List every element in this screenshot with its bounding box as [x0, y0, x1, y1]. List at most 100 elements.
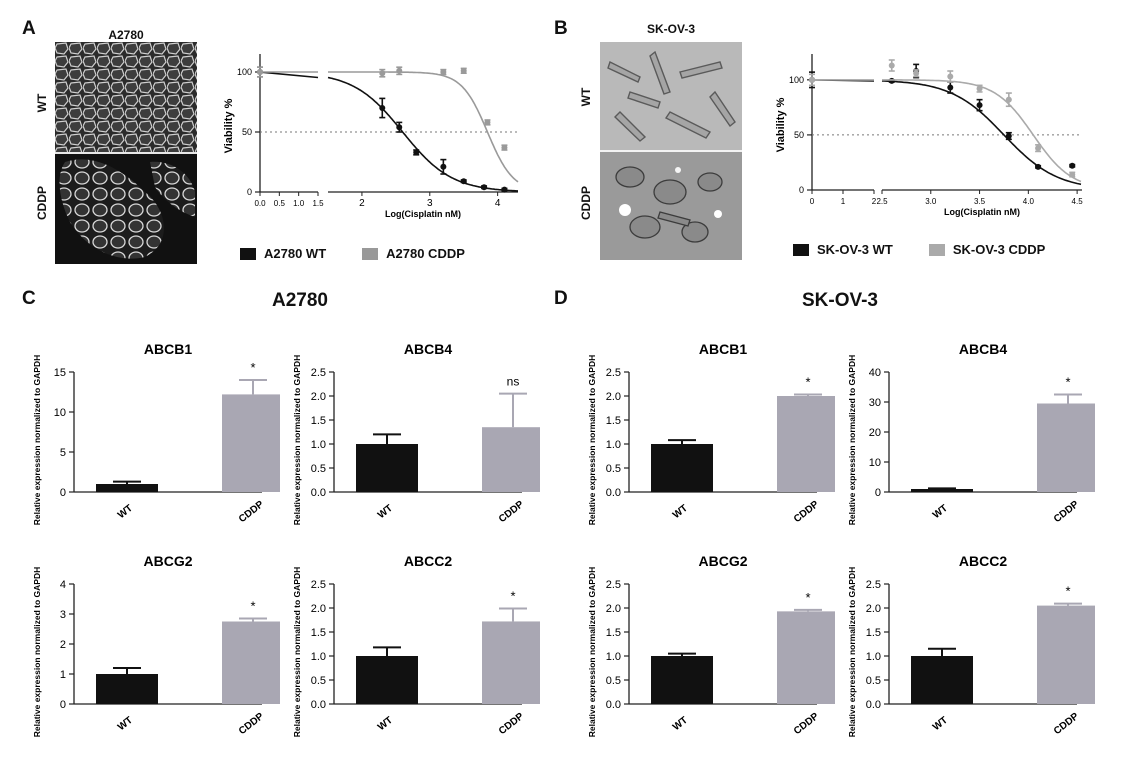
bar-wt [96, 484, 158, 492]
bar-chart-c-abcc2: ABCC2 Relative expression normalized to G… [292, 553, 540, 738]
significance-label: * [510, 588, 515, 603]
y-axis-label: Viability % [775, 97, 787, 152]
bar-cddp [777, 396, 835, 492]
significance-label: * [250, 599, 255, 614]
legend-a-cddp-label: A2780 CDDP [386, 246, 465, 261]
x-tick-label: WT [931, 715, 950, 733]
y-tick-label: 30 [869, 397, 881, 409]
x-tick-label: WT [116, 503, 135, 521]
y-tick-label: 0.5 [311, 675, 326, 687]
bar-wt [911, 489, 973, 492]
y-tick-label: 0.5 [866, 675, 881, 687]
data-point [481, 184, 488, 191]
micrograph-a-row-cddp: CDDP [35, 186, 49, 221]
data-point [888, 77, 895, 84]
micrograph-b-row-cddp: CDDP [579, 186, 593, 221]
y-axis-label: Relative expression normalized to GAPDH [32, 567, 42, 738]
data-point [396, 124, 403, 131]
micrograph-b [600, 42, 742, 260]
x-tick-label: 1.0 [293, 199, 305, 208]
x-tick-label: CDDP [792, 711, 821, 737]
y-tick-label: 0.0 [606, 699, 621, 711]
y-tick-label: 0.0 [866, 699, 881, 711]
bar-cddp [222, 621, 280, 704]
data-point [1035, 145, 1042, 152]
x-axis-label: Log(Cisplatin nM) [944, 207, 1020, 217]
significance-label: * [1065, 584, 1070, 599]
chart-title: ABCB4 [959, 341, 1007, 357]
data-point [396, 67, 403, 74]
y-tick-label: 0 [875, 487, 881, 499]
y-tick-label: 0.0 [311, 487, 326, 499]
significance-label: * [805, 375, 810, 390]
bar-wt [911, 656, 973, 704]
x-tick-label: WT [671, 715, 690, 733]
data-point [1005, 96, 1012, 103]
y-tick-label: 2.5 [866, 579, 881, 591]
y-tick-label: 1.0 [866, 651, 881, 663]
chart-title: ABCB4 [404, 341, 452, 357]
y-tick-label: 2.5 [311, 367, 326, 379]
bar-chart-d-abcg2: ABCG2 Relative expression normalized to G… [587, 553, 835, 737]
bar-wt [96, 674, 158, 704]
legend-b-wt: SK-OV-3 WT [793, 242, 893, 257]
y-axis-label: Relative expression normalized to GAPDH [847, 567, 857, 738]
bar-chart-c-abcg2: ABCG2 Relative expression normalized to G… [32, 553, 280, 738]
data-point [379, 105, 386, 111]
y-tick-label: 50 [242, 127, 252, 137]
chart-title: ABCC2 [959, 553, 1007, 569]
y-tick-label: 100 [237, 67, 252, 77]
x-tick-label: 2.5 [876, 197, 888, 206]
y-tick-label: 1.5 [311, 415, 326, 427]
chart-title: ABCB1 [699, 341, 747, 357]
data-point [460, 178, 467, 185]
y-tick-label: 0.5 [311, 463, 326, 475]
bar-cddp [482, 427, 540, 492]
y-tick-label: 2.0 [311, 391, 326, 403]
legend-a-wt-label: A2780 WT [264, 246, 327, 261]
bar-wt [356, 656, 418, 704]
bar-cddp [222, 394, 280, 492]
y-tick-label: 1.0 [311, 651, 326, 663]
significance-label: ns [507, 375, 520, 389]
fit-curve [882, 79, 1082, 183]
y-tick-label: 0 [60, 699, 66, 711]
y-tick-label: 1.5 [606, 627, 621, 639]
y-axis-label: Relative expression normalized to GAPDH [292, 567, 302, 738]
y-tick-label: 2.0 [606, 391, 621, 403]
bar-chart-d-abcb4: ABCB4 Relative expression normalized to G… [847, 341, 1095, 525]
panel-label-b: B [554, 18, 568, 39]
x-tick-label: 3.0 [925, 197, 937, 206]
y-tick-label: 50 [794, 130, 804, 140]
y-tick-label: 0 [60, 487, 66, 499]
x-tick-label: 2 [359, 198, 365, 209]
panel-label-c: C [22, 288, 36, 309]
y-tick-label: 0.0 [311, 699, 326, 711]
y-tick-label: 0 [247, 187, 252, 197]
y-tick-label: 10 [54, 407, 66, 419]
legend-a: A2780 WT A2780 CDDP [240, 246, 501, 261]
legend-swatch [240, 247, 256, 260]
y-tick-label: 2.5 [606, 367, 621, 379]
y-tick-label: 3 [60, 609, 66, 621]
y-axis-label: Relative expression normalized to GAPDH [32, 355, 42, 526]
x-tick-label: WT [376, 503, 395, 521]
x-tick-label: CDDP [497, 711, 526, 737]
legend-swatch [928, 243, 945, 256]
y-tick-label: 2.0 [311, 603, 326, 615]
bar-cddp [1037, 403, 1095, 492]
y-axis-label: Relative expression normalized to GAPDH [587, 355, 597, 526]
bar-cddp [777, 611, 835, 704]
x-tick-label: WT [931, 503, 950, 521]
data-point [1069, 162, 1076, 169]
micrograph-b-row-wt: WT [579, 87, 593, 107]
chart-title: ABCG2 [698, 553, 747, 569]
x-tick-label: 1.5 [312, 199, 324, 208]
dose-response-chart-a: Viability % 0 50 100 0.0 0.5 1.0 1.5 2 3 4 Log(Cisp… [223, 54, 519, 219]
y-tick-label: 0.5 [606, 675, 621, 687]
data-point [1005, 133, 1012, 140]
x-tick-label: 1 [841, 197, 846, 206]
y-tick-label: 1.0 [606, 651, 621, 663]
micrograph-a [55, 42, 197, 264]
panel-c-title: A2780 [272, 290, 328, 311]
